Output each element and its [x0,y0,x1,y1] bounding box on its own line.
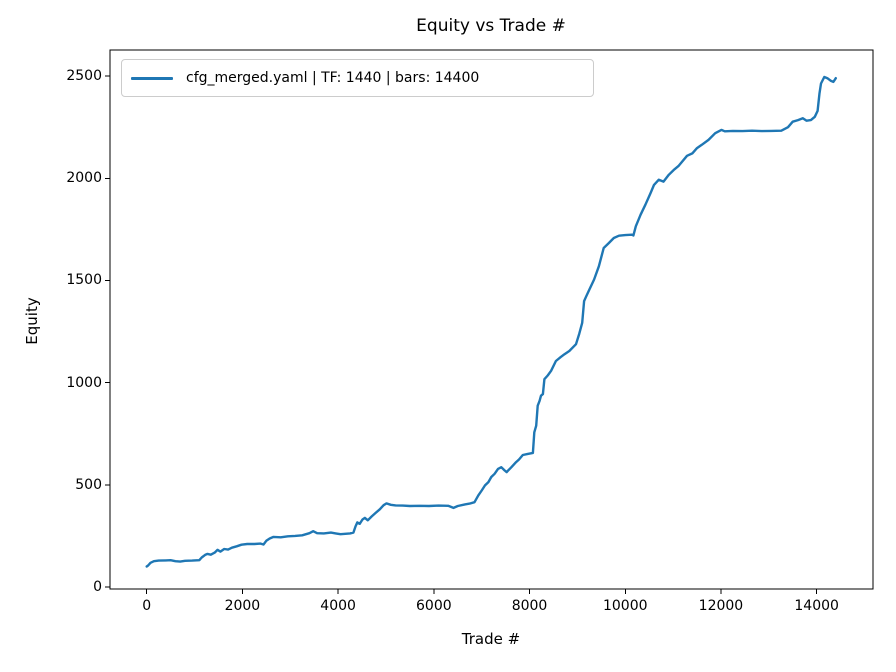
x-tick-label: 4000 [320,598,356,614]
y-tick-label: 1000 [66,374,102,391]
x-tick-label: 14000 [794,598,839,614]
y-tick-label: 0 [93,578,102,595]
y-tick-label: 1500 [66,272,102,289]
legend: cfg_merged.yaml | TF: 1440 | bars: 14400 [121,59,594,97]
x-tick-label: 2000 [224,598,261,614]
legend-line-sample [131,76,173,80]
chart-title: Equity vs Trade # [416,16,566,36]
legend-label: cfg_merged.yaml | TF: 1440 | bars: 14400 [186,70,480,86]
y-tick-label: 2500 [66,68,102,85]
x-tick-label: 8000 [511,598,548,614]
x-tick-label: 12000 [698,598,744,614]
x-tick-label: 10000 [602,598,648,614]
equity-curve [145,75,837,568]
x-axis-label: Trade # [461,630,521,648]
y-tick-label: 2000 [66,170,102,187]
axes-frame [109,49,874,590]
x-tick-label: 6000 [416,598,452,614]
y-tick-label: 500 [75,476,102,493]
tick-marks [105,75,818,594]
x-tick-label: 0 [142,598,152,614]
